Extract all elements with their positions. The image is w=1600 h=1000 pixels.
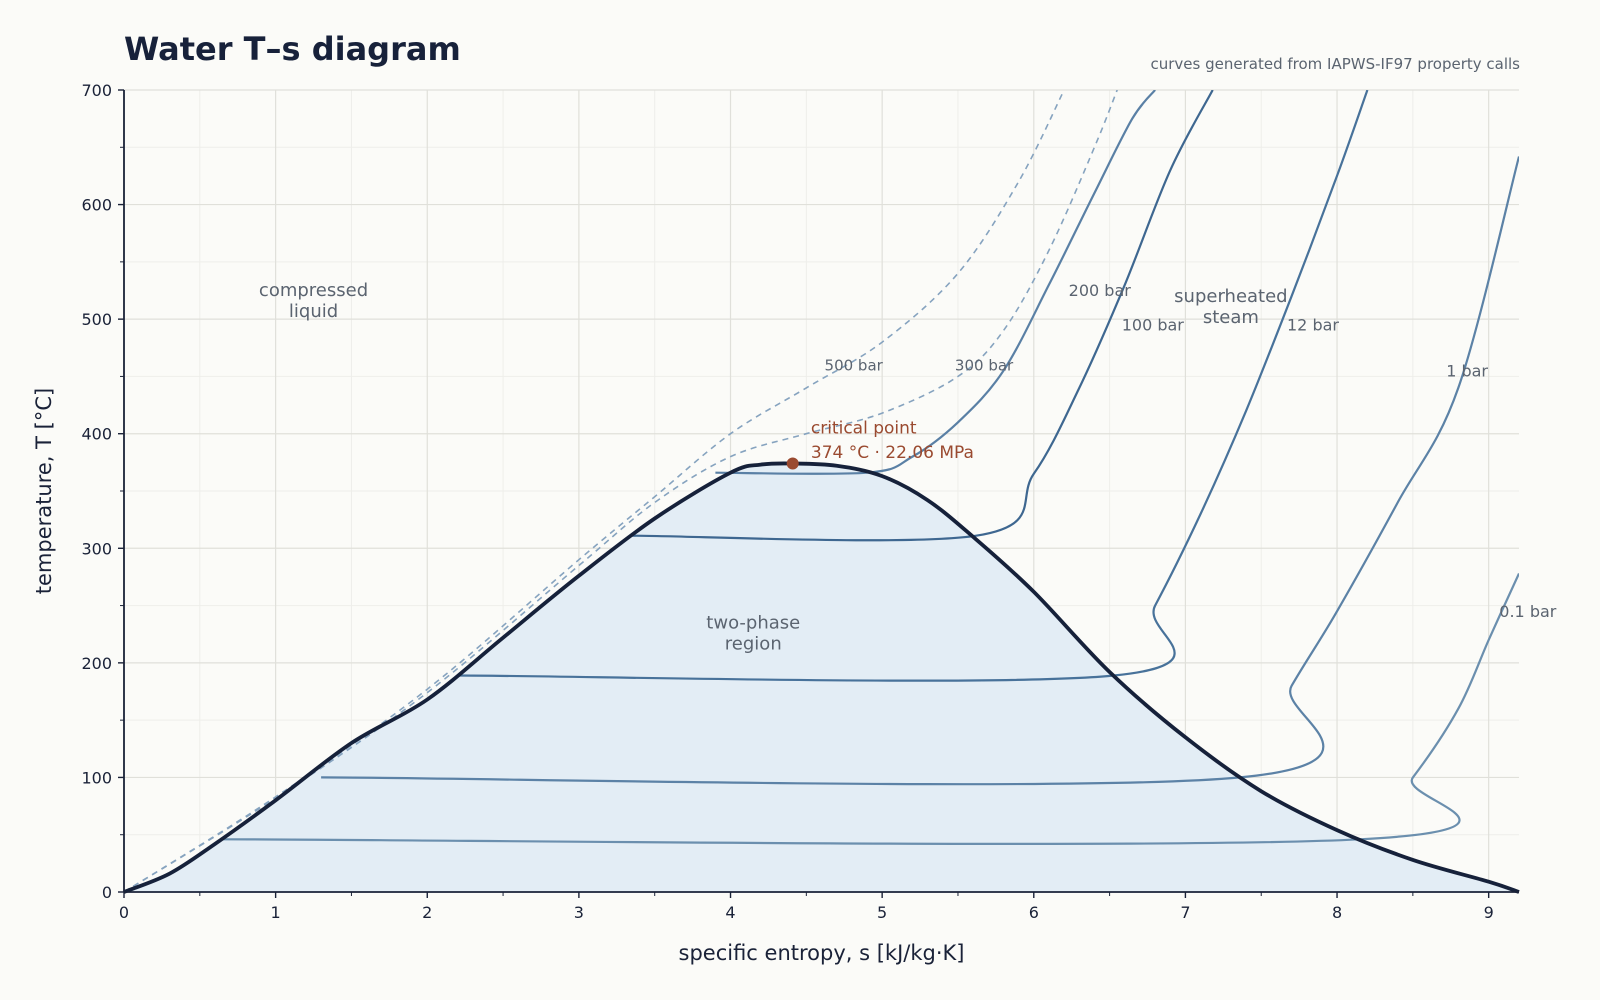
isobar-label: 200 bar (1069, 281, 1132, 300)
x-tick-label: 7 (1180, 903, 1190, 922)
isobar-line (124, 90, 1118, 892)
isobar-line (457, 90, 1369, 682)
x-tick-label: 5 (877, 903, 887, 922)
x-tick-label: 8 (1332, 903, 1342, 922)
x-tick-label: 0 (119, 903, 129, 922)
y-tick-label: 100 (81, 768, 112, 787)
y-tick-label: 600 (81, 196, 112, 215)
isobar-label: 500 bar (825, 357, 884, 375)
isobar-label: 12 bar (1287, 316, 1339, 335)
region-label: two-phase (706, 612, 800, 633)
critical-point-marker (786, 457, 799, 470)
isobar-line (222, 573, 1519, 845)
region-label: superheated (1174, 286, 1287, 307)
region-label: liquid (289, 301, 338, 322)
x-tick-label: 2 (422, 903, 432, 922)
isobar-label: 0.1 bar (1499, 602, 1556, 621)
y-tick-label: 500 (81, 310, 112, 329)
x-tick-label: 1 (271, 903, 281, 922)
x-axis-title: specific entropy, s [kJ/kg·K] (679, 941, 965, 965)
axes: 0 1 2 3 4 5 6 7 8 9 0 100 200 300 400 500 600 700 specific… (32, 81, 1519, 965)
two-phase-region-fill (124, 463, 1519, 892)
two-phase-fill (124, 463, 1519, 892)
saturation-dome (123, 457, 1520, 894)
critical-point-value: 374 °C · 22.06 MPa (811, 443, 974, 463)
isobar-line (631, 90, 1214, 542)
chart-title: Water T–s diagram (124, 30, 461, 68)
y-tick-label: 400 (81, 425, 112, 444)
x-tick-label: 6 (1029, 903, 1039, 922)
isobar-label: 300 bar (955, 357, 1014, 375)
region-label: region (725, 633, 782, 654)
y-tick-label: 0 (102, 883, 112, 902)
isobar-label: 1 bar (1446, 361, 1488, 380)
x-tick-label: 4 (725, 903, 735, 922)
isobar-line (321, 156, 1519, 786)
region-label: steam (1203, 307, 1259, 328)
x-tick-label: 9 (1484, 903, 1494, 922)
x-tick-label: 3 (574, 903, 584, 922)
y-tick-label: 200 (81, 654, 112, 673)
y-axis-title: temperature, T [°C] (32, 388, 56, 594)
y-tick-label: 300 (81, 539, 112, 558)
chart-subtitle: curves generated from IAPWS-IF97 propert… (1150, 55, 1521, 73)
isobar-label: 100 bar (1122, 316, 1185, 335)
region-label: compressed (259, 280, 368, 301)
critical-point-label: critical point (811, 419, 917, 439)
y-tick-label: 700 (81, 81, 112, 100)
chart-labels: 0.1 bar 1 bar 12 bar 100 bar 200 bar 300 bar 5… (259, 280, 1557, 654)
saturation-curve (123, 461, 1520, 894)
